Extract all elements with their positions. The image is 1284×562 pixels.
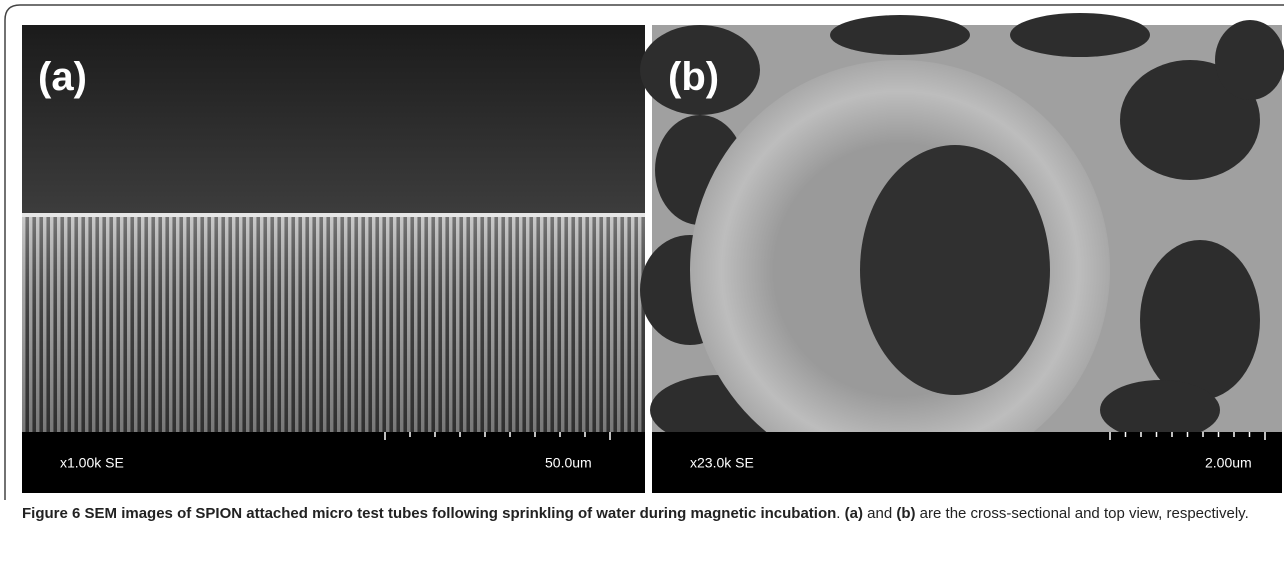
magnification: x1.00k SE: [60, 455, 124, 471]
scale-label: 50.0um: [545, 455, 592, 471]
figure-label: Figure 6: [22, 505, 80, 522]
sem-tube: [860, 145, 1050, 395]
figure-title: SEM images of SPION attached micro test …: [85, 505, 837, 522]
panel-a: (a) x1.00k SE 50.0um: [22, 25, 645, 493]
caption: Figure 6 SEM images of SPION attached mi…: [22, 499, 1277, 529]
caption-ref: (b): [896, 505, 915, 522]
panel-label: (b): [668, 55, 719, 99]
scale-label: 2.00um: [1205, 455, 1252, 471]
caption-text: and: [863, 505, 896, 522]
figure: (a) x1.00k SE 50.0um (b) x23.0k SE 2.00u…: [0, 0, 1284, 500]
magnification: x23.0k SE: [690, 455, 754, 471]
panel-label: (a): [38, 55, 87, 99]
sem-background: [22, 25, 645, 217]
page: (a) x1.00k SE 50.0um (b) x23.0k SE 2.00u…: [0, 0, 1284, 562]
caption-text: are the cross-sectional and top view, re…: [916, 505, 1249, 522]
caption-text: .: [836, 505, 844, 522]
caption-ref: (a): [845, 505, 863, 522]
panel-b: (b) x23.0k SE 2.00um: [640, 13, 1284, 493]
sem-shade: [22, 215, 645, 432]
sem-edge: [22, 213, 645, 217]
